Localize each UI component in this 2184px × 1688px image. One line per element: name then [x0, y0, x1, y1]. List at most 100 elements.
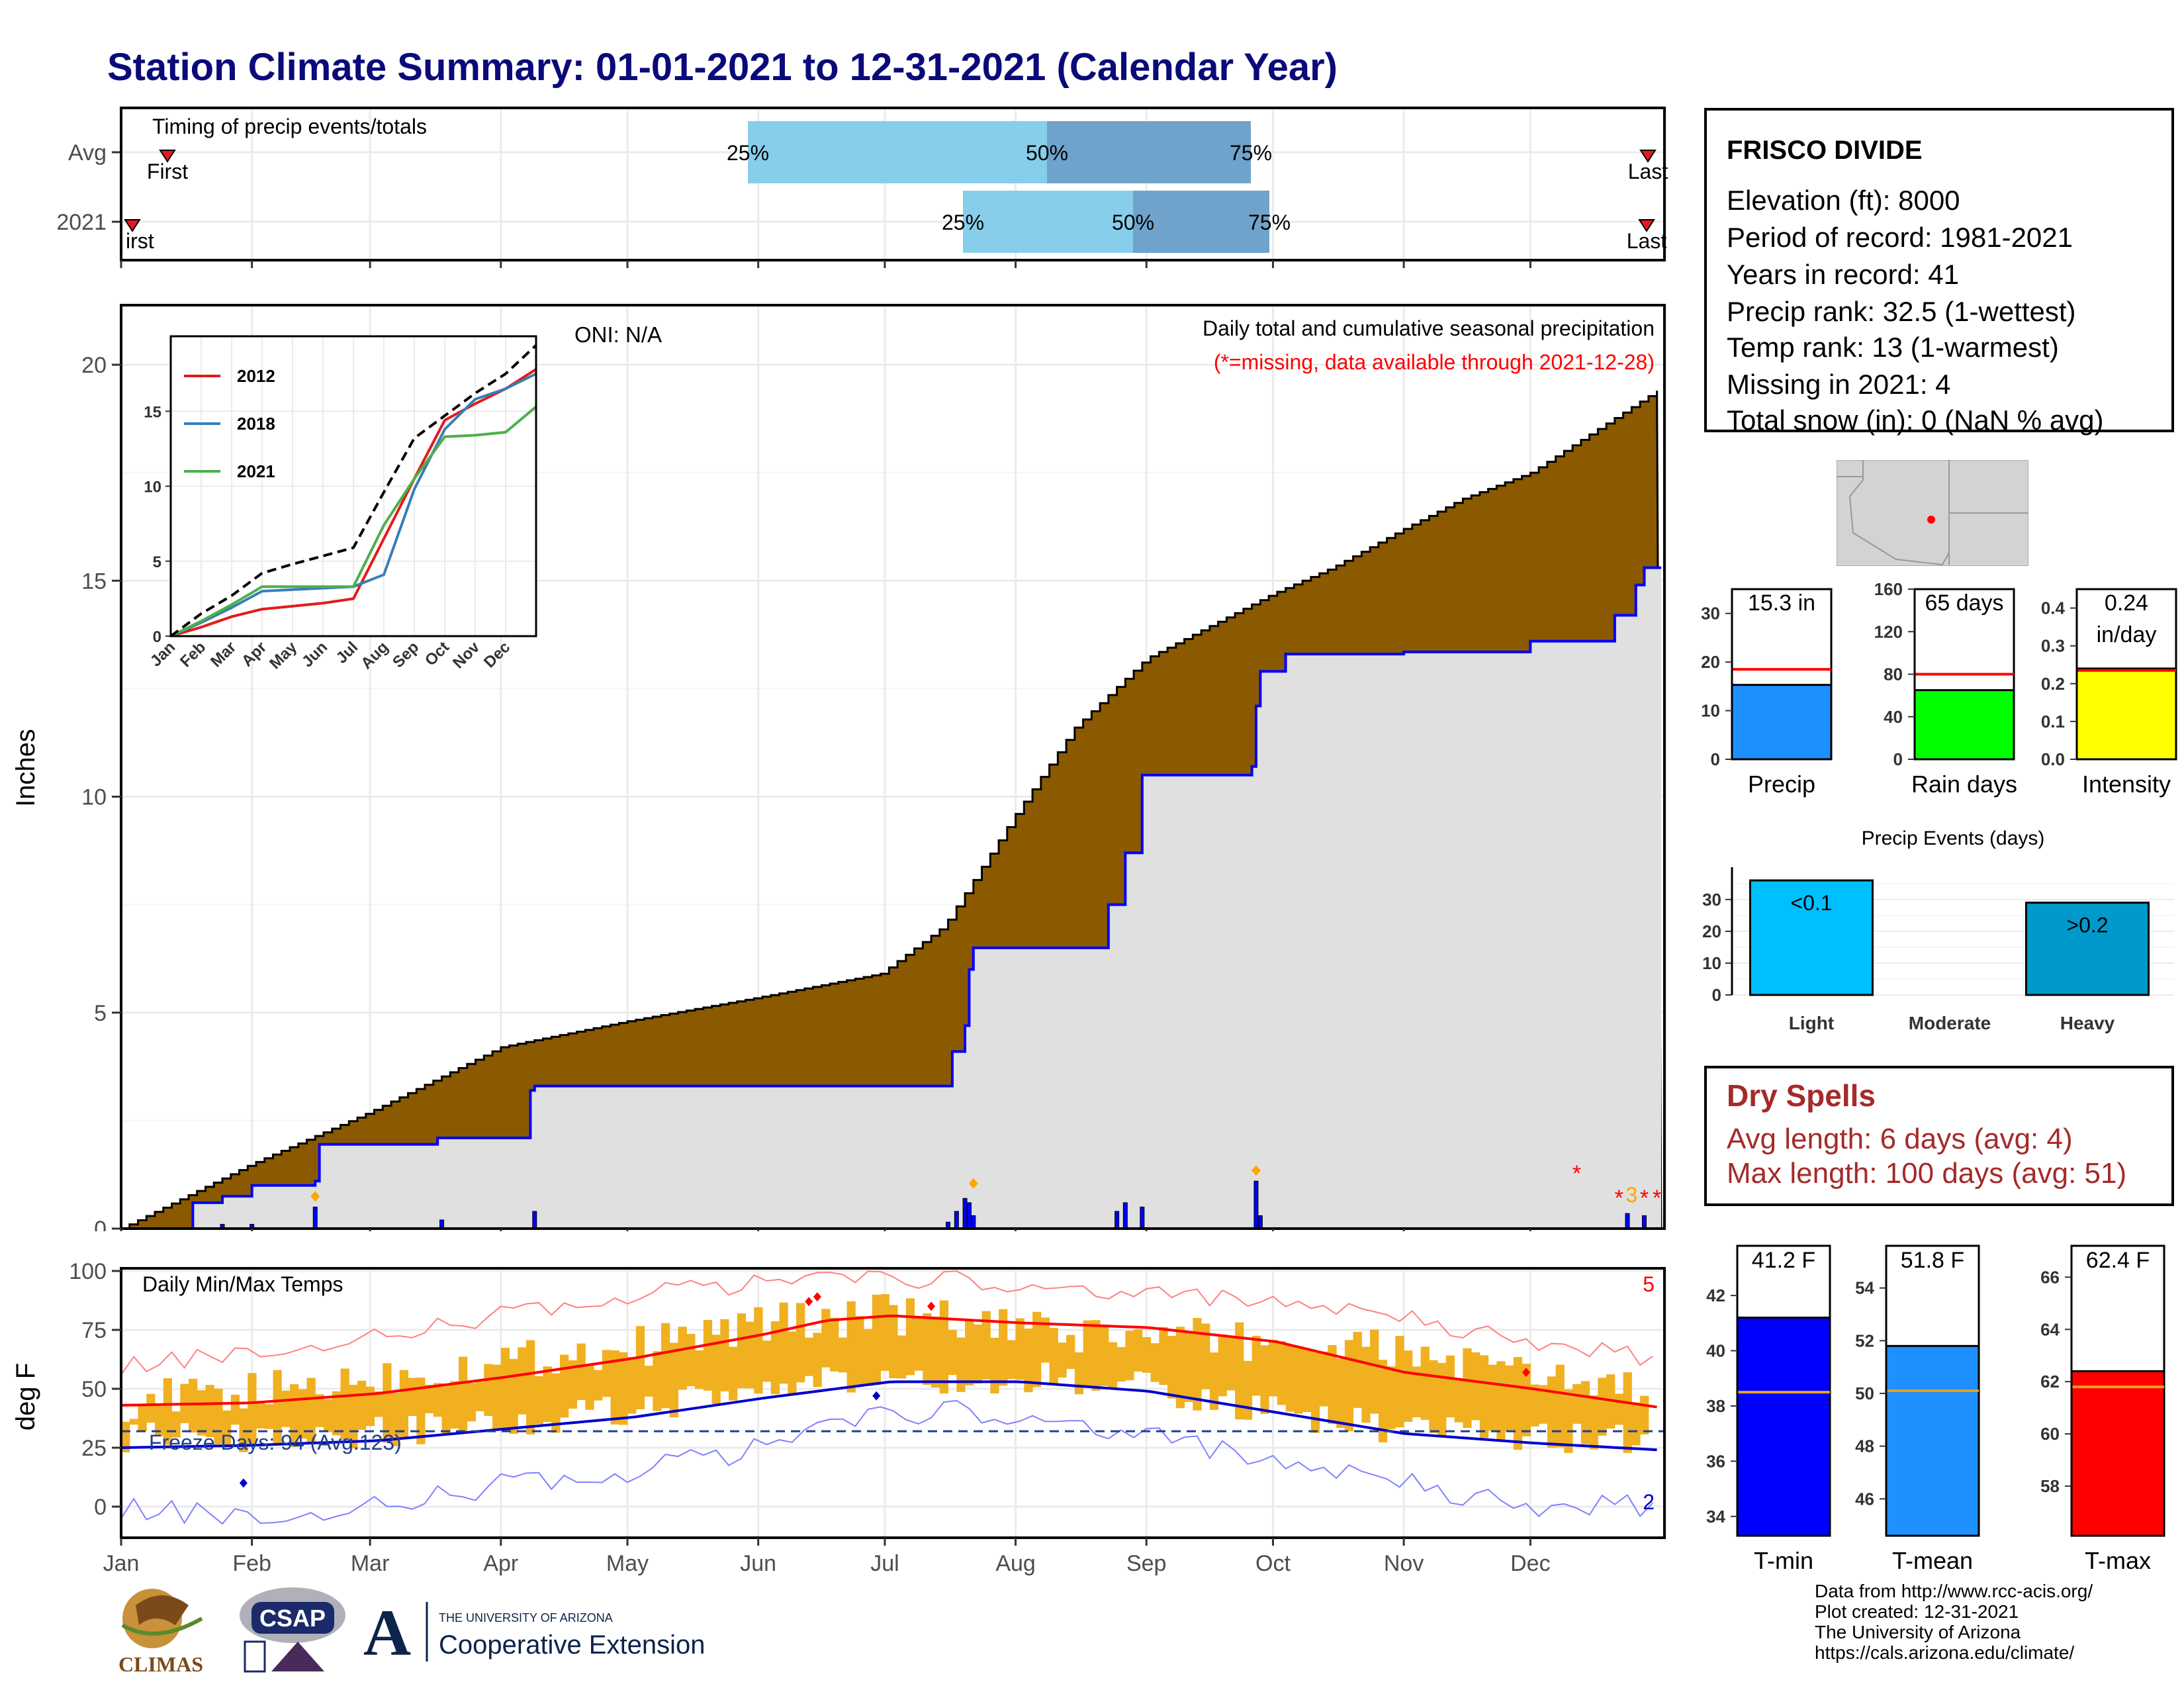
timing-plot-border [120, 107, 1666, 261]
stat-value-label: 0.24 [2105, 590, 2148, 616]
daily-temp-range-bar [534, 1376, 544, 1425]
daily-temp-range-bar [585, 1364, 594, 1410]
timing-row-label: 2021 [56, 210, 107, 235]
daily-temp-range-bar [1175, 1327, 1185, 1409]
daily-temp-range-bar [1091, 1320, 1101, 1391]
inset-y-tick-label: 15 [144, 403, 161, 421]
month-label: Jan [103, 1551, 140, 1575]
daily-temp-range-bar [1235, 1322, 1244, 1420]
stat-y-tick-label: 30 [1701, 604, 1720, 624]
stat-y-tick-label: 0.1 [2041, 712, 2065, 731]
last-event-label: Last [1628, 160, 1668, 183]
timing-bar-25-50 [748, 121, 1047, 183]
extreme-precip-marker [310, 1191, 320, 1202]
daily-temp-range-bar [155, 1405, 164, 1436]
dry-spells-max: Max length: 100 days (avg: 51) [1727, 1157, 2127, 1190]
stat-y-tick-label: 64 [2040, 1319, 2060, 1339]
precip-plot-border [120, 304, 1666, 1230]
daily-temp-range-bar [923, 1313, 932, 1385]
daily-temp-range-bar [1040, 1317, 1050, 1363]
daily-temp-range-bar [138, 1405, 147, 1431]
elevation-text: Elevation (ft): 8000 [1727, 185, 1960, 216]
dry-spells-box: Dry Spells Avg length: 6 days (avg: 4) M… [1704, 1066, 2174, 1206]
daily-temp-range-bar [1361, 1346, 1371, 1423]
stat-y-tick-label: 40 [1706, 1341, 1725, 1361]
obs-cumulative-line [121, 566, 1661, 1230]
daily-temp-range-bar [880, 1293, 889, 1371]
month-label: Apr [483, 1551, 518, 1575]
daily-temp-range-bar [1598, 1378, 1607, 1436]
daily-temp-range-bar [1580, 1381, 1590, 1444]
record-high-marker [927, 1301, 936, 1311]
daily-temp-range-bar [610, 1350, 619, 1425]
stat-value-label: 51.8 F [1901, 1248, 1964, 1273]
daily-temp-range-bar [1623, 1372, 1632, 1453]
record-high-marker [1522, 1368, 1530, 1378]
daily-temp-range-bar [754, 1307, 763, 1394]
daily-temp-range-bar [1429, 1360, 1438, 1433]
temperature-bars-panel: 41.2 F 34 36 38 40 42 T-min 51.8 F 46 48 50 52 54 T-m… [1706, 1244, 2165, 1574]
timing-pct-25: 25% [727, 141, 769, 165]
daily-temp-range-bar [383, 1363, 392, 1443]
timing-panel: 25% 50% 75% First Last Avg 25% 50% 75% irst Last 20… [56, 107, 1668, 268]
record-high-marker [813, 1292, 821, 1302]
missing-data-marker: * [1653, 1186, 1661, 1211]
daily-temp-range-bar [948, 1330, 957, 1376]
daily-temp-range-bar [1277, 1341, 1287, 1405]
stat-category-label: Intensity [2082, 771, 2171, 798]
daily-temp-range-bar [627, 1356, 637, 1414]
daily-temp-range-bar [391, 1393, 400, 1446]
events-y-tick-label: 0 [1712, 985, 1721, 1005]
daily-temp-range-bar [1353, 1332, 1362, 1408]
stat-y-tick-label: 120 [1874, 622, 1903, 641]
daily-temp-range-bar [838, 1337, 848, 1373]
inset-legend-label: 2018 [237, 414, 275, 434]
stat-category-label: T-mean [1892, 1547, 1973, 1574]
daily-precip-bar [954, 1211, 959, 1229]
daily-temp-range-bar [256, 1401, 265, 1429]
credit-line: https://cals.arizona.edu/climate/ [1815, 1642, 2075, 1663]
timing-row-label: Avg [68, 140, 107, 165]
inset-series-line [170, 368, 537, 637]
daily-temp-range-bar [1463, 1348, 1472, 1429]
precip-y-tick-label: 0 [94, 1217, 107, 1231]
temp-y-tick-label: 25 [81, 1436, 107, 1461]
stat-y-tick-label: 0.2 [2041, 674, 2065, 694]
daily-temp-range-bar [349, 1384, 358, 1449]
timing-pct-75: 75% [1248, 211, 1291, 234]
daily-temp-range-bar [509, 1358, 518, 1434]
month-label: Jun [740, 1551, 776, 1575]
daily-temp-range-bar [425, 1384, 434, 1413]
timing-pct-50: 50% [1112, 211, 1154, 234]
event-bar-label: >0.2 [2066, 914, 2108, 937]
temp-y-tick-label: 50 [81, 1377, 107, 1402]
daily-temp-range-bar [889, 1305, 898, 1379]
inset-border [169, 335, 537, 637]
stat-value-label: 15.3 in [1748, 590, 1815, 616]
month-label: Sep [1126, 1551, 1167, 1575]
daily-temp-range-bar [897, 1335, 907, 1379]
daily-temp-range-bar [1015, 1318, 1024, 1380]
daily-temp-range-bar [1201, 1323, 1210, 1389]
first-event-marker [159, 150, 176, 163]
daily-temp-range-bar [999, 1309, 1008, 1386]
daily-precip-bar [1253, 1180, 1259, 1229]
daily-temp-range-bar [695, 1350, 704, 1389]
daily-temp-range-bar [1454, 1380, 1463, 1423]
daily-temp-range-bar [1370, 1329, 1379, 1414]
stat-bar [1731, 684, 1833, 761]
daily-precip-bar [1641, 1215, 1647, 1229]
daily-temp-range-bar [357, 1380, 367, 1430]
daily-temp-range-bar [1083, 1320, 1092, 1386]
last-event-marker [1639, 150, 1657, 163]
dry-spells-avg: Avg length: 6 days (avg: 4) [1727, 1123, 2073, 1155]
stat-y-tick-label: 58 [2040, 1476, 2060, 1496]
daily-temp-range-bar [298, 1389, 308, 1439]
daily-temp-range-bar [1631, 1402, 1641, 1446]
temp-y-axis-label: deg F [11, 1363, 40, 1430]
daily-temp-range-bar [686, 1334, 696, 1387]
daily-temp-range-bar [1319, 1351, 1328, 1407]
events-y-tick-label: 10 [1702, 953, 1721, 973]
missing-data-marker: * [1572, 1161, 1581, 1186]
stat-y-tick-label: 0.3 [2041, 636, 2065, 656]
